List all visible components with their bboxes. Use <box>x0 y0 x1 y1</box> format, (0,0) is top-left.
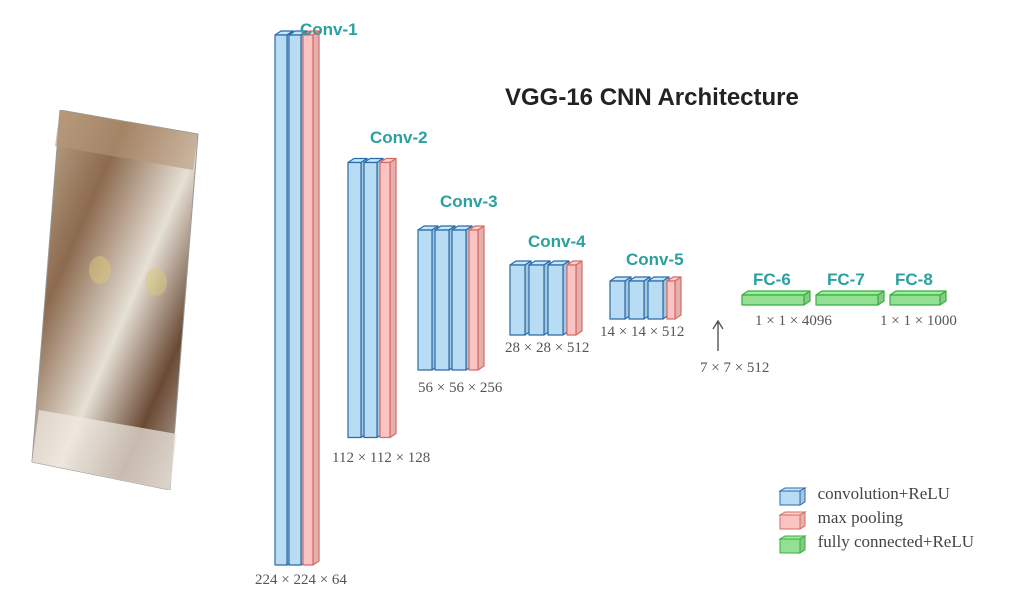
last-pool-dim: 7 × 7 × 512 <box>700 360 769 377</box>
conv-5-dim: 14 × 14 × 512 <box>600 324 684 341</box>
legend-row-fc: fully connected+ReLU <box>778 532 974 552</box>
conv-1-label: Conv-1 <box>300 20 358 40</box>
fc-6-dim: 1 × 1 × 4096 <box>755 313 832 330</box>
conv-5-label: Conv-5 <box>626 250 684 270</box>
conv-1-dim: 224 × 224 × 64 <box>255 572 347 589</box>
legend-swatch-pool <box>778 509 806 527</box>
conv-3-label: Conv-3 <box>440 192 498 212</box>
fc-8-label: FC-8 <box>895 270 933 290</box>
fc-7-label: FC-7 <box>827 270 865 290</box>
legend-row-conv: convolution+ReLU <box>778 484 974 504</box>
legend-text-conv: convolution+ReLU <box>818 484 950 504</box>
conv-4-dim: 28 × 28 × 512 <box>505 340 589 357</box>
legend-swatch-fc <box>778 533 806 551</box>
fc-6-label: FC-6 <box>753 270 791 290</box>
fc-8-dim: 1 × 1 × 1000 <box>880 313 957 330</box>
legend-text-pool: max pooling <box>818 508 903 528</box>
legend-text-fc: fully connected+ReLU <box>818 532 974 552</box>
legend-swatch-conv <box>778 485 806 503</box>
conv-3-dim: 56 × 56 × 256 <box>418 380 502 397</box>
conv-4-label: Conv-4 <box>528 232 586 252</box>
input-image <box>30 110 200 490</box>
conv-2-dim: 112 × 112 × 128 <box>332 450 430 467</box>
diagram-title: VGG-16 CNN Architecture <box>505 84 799 112</box>
legend-row-pool: max pooling <box>778 508 974 528</box>
conv-2-label: Conv-2 <box>370 128 428 148</box>
legend: convolution+ReLU max pooling fully connect… <box>778 480 974 556</box>
